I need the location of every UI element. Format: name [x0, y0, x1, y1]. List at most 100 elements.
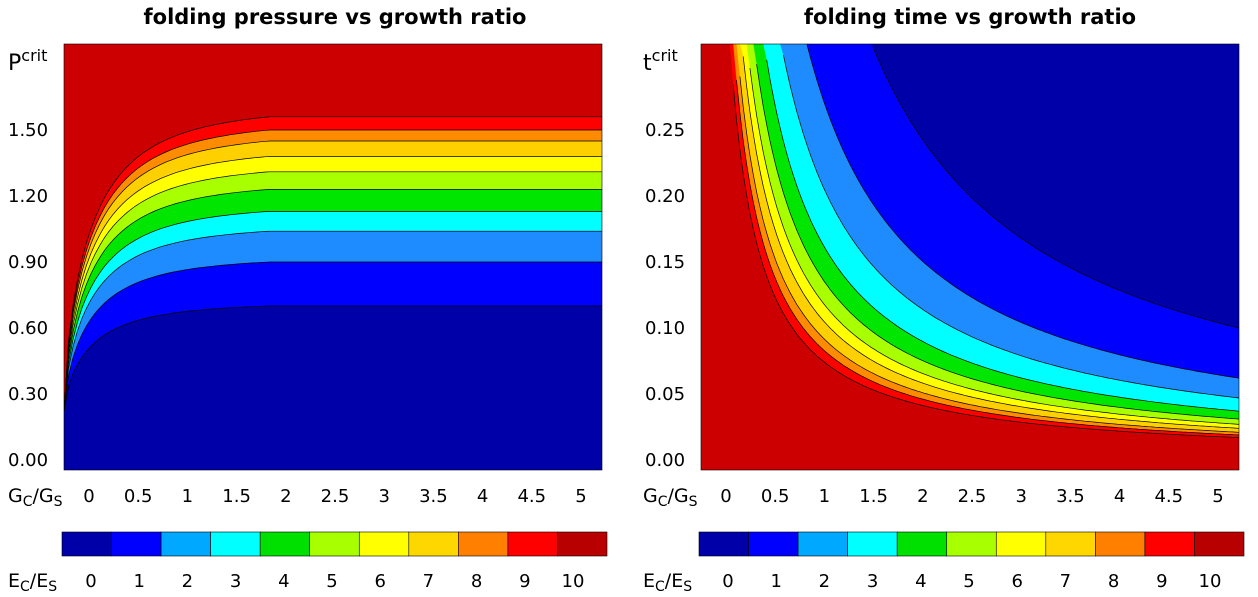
time-colorbar-swatch-6	[995, 531, 1047, 557]
pressure-colorbar-tick-0: 0	[85, 571, 96, 592]
time-colorbar-swatch-7	[1045, 531, 1096, 557]
pressure-x-tick-1: 0.5	[124, 486, 153, 507]
pressure-contour-6	[64, 171, 602, 412]
time-contour-10	[732, 84, 1239, 438]
time-x-tick-4: 2	[917, 486, 928, 507]
time-x-tick-3: 1.5	[859, 486, 888, 507]
pressure-x-tick-7: 3.5	[419, 486, 448, 507]
time-contour-3	[783, 55, 1239, 399]
pressure-colorbar-tick-4: 4	[278, 571, 289, 592]
pressure-y-tick-1: 0.30	[8, 384, 48, 405]
pressure-y-tick-2: 0.60	[8, 318, 48, 339]
time-y-tick-3: 0.15	[645, 252, 685, 273]
time-xlabel: GC/GS	[643, 485, 698, 510]
time-x-tick-7: 3.5	[1056, 486, 1085, 507]
pressure-colorbar-tick-3: 3	[230, 571, 241, 592]
pressure-y-tick-0: 0.00	[8, 450, 48, 471]
pressure-x-ticks: 0 0.5 1 1.5 2 2.5 3 3.5 4 4.5 5	[83, 486, 586, 507]
pressure-x-tick-5: 2.5	[321, 486, 350, 507]
time-contour-bands	[701, 44, 1239, 470]
pressure-x-tick-10: 5	[575, 486, 586, 507]
pressure-contour-7	[64, 156, 602, 412]
time-contour-9	[736, 80, 1239, 436]
time-contour-2	[806, 44, 1239, 379]
pressure-band-1	[64, 306, 602, 470]
pressure-colorbar-tick-9: 9	[519, 571, 530, 592]
pressure-title: folding pressure vs growth ratio	[144, 5, 527, 29]
time-colorbar-tick-1: 1	[770, 571, 781, 592]
pressure-colorbar-tick-6: 6	[374, 571, 385, 592]
pressure-contour-1	[64, 305, 602, 412]
pressure-y-tick-3: 0.90	[8, 252, 48, 273]
time-band-10	[701, 44, 1239, 470]
pressure-y-tick-4: 1.20	[8, 186, 48, 207]
pressure-colorbar-swatch-3	[210, 531, 261, 557]
time-band-9	[701, 44, 1239, 470]
time-colorbar-ticks: 0 1 2 3 4 5 6 7 8 9 10	[722, 571, 1221, 592]
time-y-ticks: 0.00 0.05 0.10 0.15 0.20 0.25	[645, 120, 685, 471]
pressure-x-tick-6: 3	[378, 486, 389, 507]
time-colorbar-tick-7: 7	[1060, 571, 1071, 592]
pressure-contour-2	[64, 261, 602, 412]
time-contour-7	[742, 56, 1239, 429]
pressure-colorbar-swatch-9	[507, 531, 558, 557]
time-x-tick-10: 5	[1212, 486, 1223, 507]
time-colorbar-tick-0: 0	[722, 571, 733, 592]
pressure-colorbar-swatch-2	[160, 531, 211, 557]
pressure-colorbar-label: EC/ES	[8, 570, 57, 595]
pressure-ylabel-sup: crit	[21, 46, 47, 65]
time-colorbar-tick-4: 4	[915, 571, 926, 592]
time-title: folding time vs growth ratio	[804, 5, 1136, 29]
pressure-colorbar-swatch-0	[61, 531, 112, 557]
pressure-contour-9	[64, 129, 602, 412]
time-colorbar-label: EC/ES	[643, 570, 692, 595]
pressure-contour-3	[64, 230, 602, 412]
pressure-contour-5	[64, 189, 602, 412]
time-plot-frame	[700, 43, 1240, 471]
time-contour-lines	[732, 44, 1239, 438]
pressure-x-tick-2: 1	[182, 486, 193, 507]
pressure-x-tick-8: 4	[477, 486, 488, 507]
pressure-plot-frame	[63, 43, 603, 471]
time-contour-8	[739, 76, 1239, 433]
pressure-colorbar-swatch-1	[111, 531, 162, 557]
pressure-colorbar-ticks: 0 1 2 3 4 5 6 7 8 9 10	[85, 571, 584, 592]
pressure-contour-10	[64, 116, 602, 412]
time-colorbar-swatch-10	[1194, 531, 1245, 557]
pressure-y-ticks: 0.00 0.30 0.60 0.90 1.20 1.50	[8, 120, 48, 471]
time-colorbar-swatch-8	[1095, 531, 1146, 557]
time-colorbar-tick-9: 9	[1156, 571, 1167, 592]
time-x-ticks: 0 0.5 1 1.5 2 2.5 3 3.5 4 4.5 5	[720, 486, 1223, 507]
pressure-colorbar-tick-7: 7	[423, 571, 434, 592]
time-panel: folding time vs growth ratio tcrit 0.000…	[643, 5, 1245, 595]
pressure-contour-8	[64, 140, 602, 412]
time-y-tick-1: 0.05	[645, 384, 685, 405]
time-x-tick-8: 4	[1114, 486, 1125, 507]
pressure-xlabel: GC/GS	[8, 485, 63, 510]
pressure-contour-4	[64, 211, 602, 412]
pressure-colorbar-swatch-4	[259, 531, 311, 557]
pressure-x-tick-0: 0	[83, 486, 94, 507]
time-colorbar-swatch-9	[1144, 531, 1195, 557]
time-colorbar-swatch-1	[748, 531, 799, 557]
pressure-x-tick-9: 4.5	[517, 486, 546, 507]
pressure-colorbar-swatch-6	[358, 531, 410, 557]
pressure-x-tick-4: 2	[280, 486, 291, 507]
time-colorbar-tick-8: 8	[1108, 571, 1119, 592]
pressure-colorbar-tick-10: 10	[562, 571, 585, 592]
pressure-colorbar-tick-5: 5	[326, 571, 337, 592]
time-contour-4	[766, 59, 1239, 412]
pressure-contour-bands	[64, 116, 602, 470]
pressure-colorbar-tick-2: 2	[182, 571, 193, 592]
time-colorbar-tick-5: 5	[963, 571, 974, 592]
time-colorbar-swatch-3	[847, 531, 898, 557]
time-x-tick-6: 3	[1015, 486, 1026, 507]
time-colorbar-swatch-5	[946, 531, 997, 557]
time-contour-1	[873, 49, 1239, 329]
time-y-tick-2: 0.10	[645, 318, 685, 339]
time-contour-5	[756, 64, 1239, 420]
pressure-ylabel: Pcrit	[8, 46, 47, 76]
time-y-tick-5: 0.25	[645, 120, 685, 141]
pressure-y-tick-5: 1.50	[8, 120, 48, 141]
